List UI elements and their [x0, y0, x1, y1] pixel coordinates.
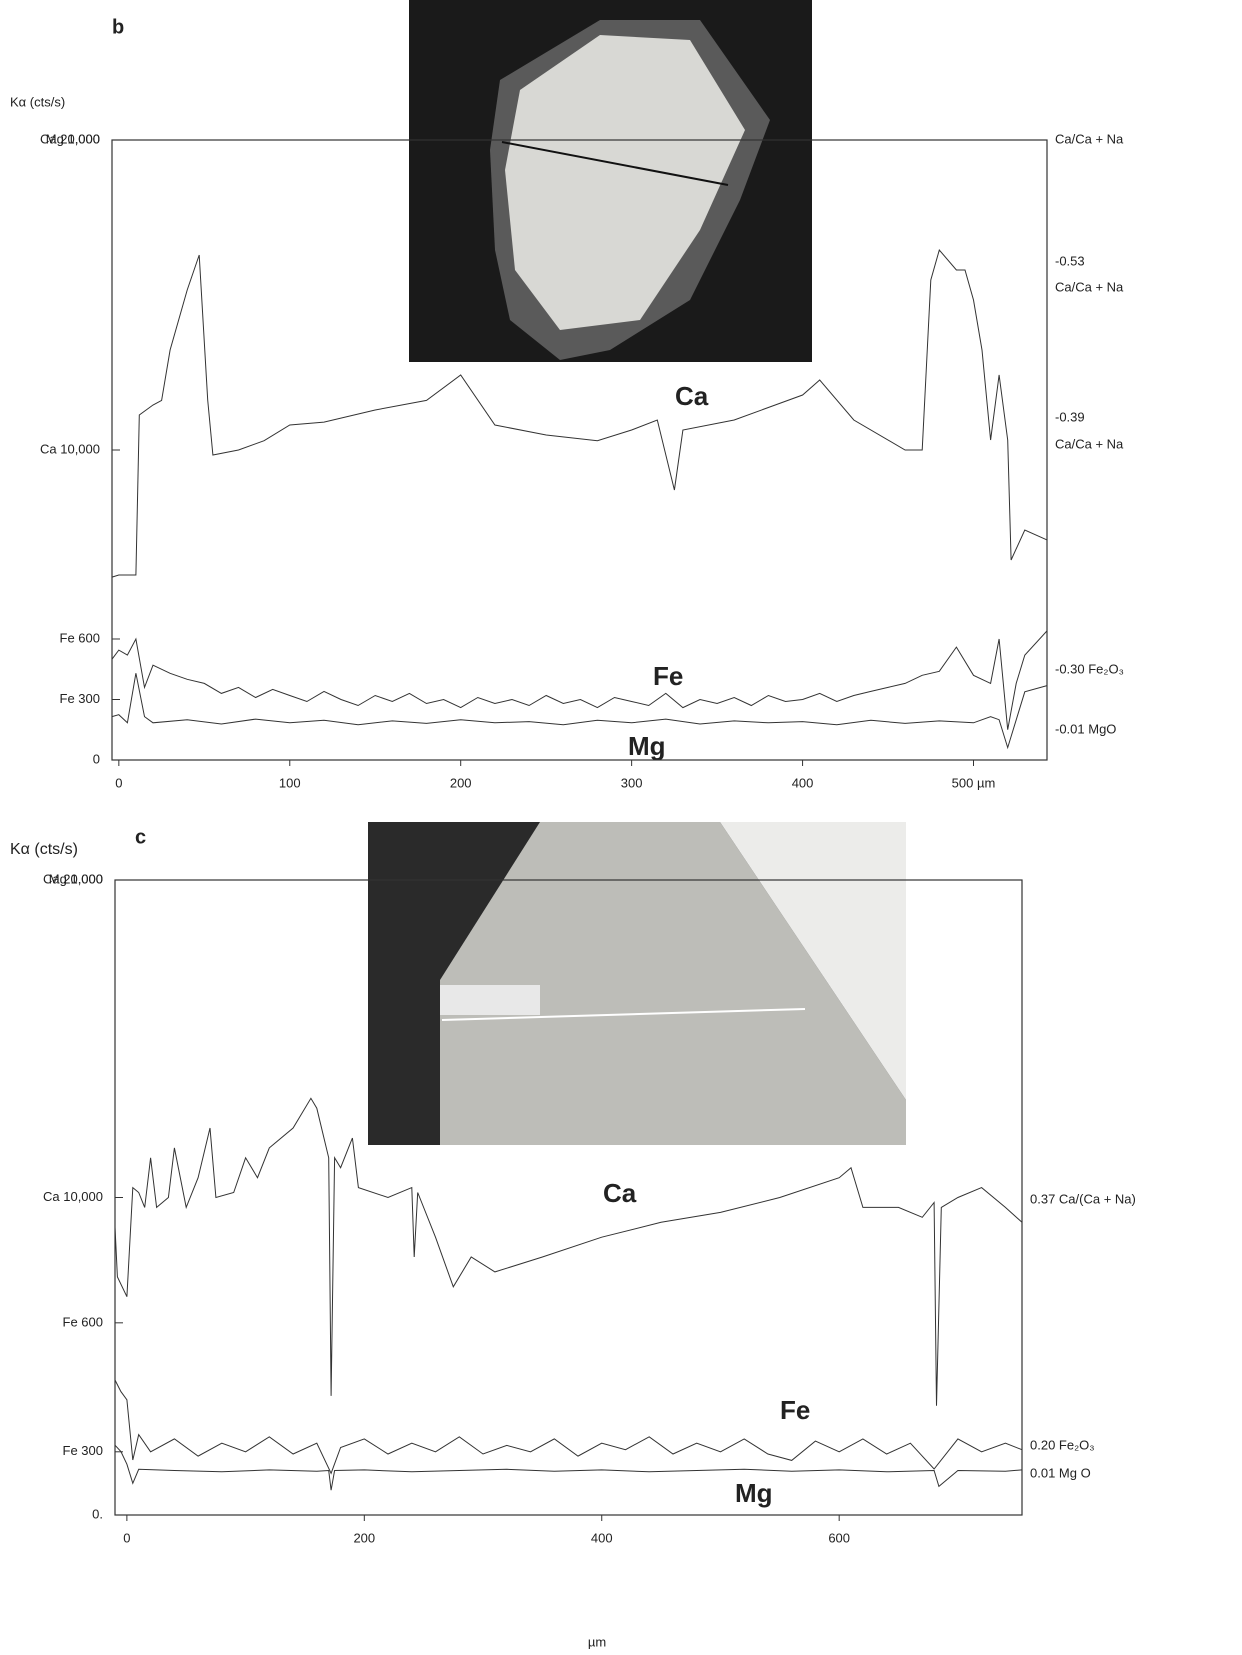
x-tick-label: 600	[828, 1530, 850, 1545]
y-tick-label: Fe 600	[63, 1314, 103, 1329]
x-tick-label: 300	[621, 775, 643, 790]
y-tick-label: Ca 20,000	[40, 131, 100, 146]
y-tick-label: Ca 10,000	[40, 441, 100, 456]
y-axis-label: Kα (cts/s)	[10, 841, 78, 858]
right-label: Ca/Ca + Na	[1055, 279, 1124, 294]
series-line	[111, 630, 1048, 730]
y-tick-label: Mg 1,000	[46, 131, 100, 146]
right-label: Ca/Ca + Na	[1055, 131, 1124, 146]
x-tick-label: 400	[591, 1530, 613, 1545]
series-label: Mg	[735, 1478, 773, 1508]
y-tick-label: Fe 300	[63, 1443, 103, 1458]
series-line	[114, 1379, 1023, 1475]
y-tick-label: 0.	[92, 1506, 103, 1521]
x-tick-label: 500 µm	[952, 775, 996, 790]
x-tick-label: 400	[792, 775, 814, 790]
panel-label: c	[135, 826, 146, 848]
y-tick-label: Fe 300	[60, 691, 100, 706]
y-tick-label: Fe 600	[60, 630, 100, 645]
y-axis-label: Kα (cts/s)	[10, 94, 65, 109]
x-tick-label: 0	[115, 775, 122, 790]
y-tick-label: 0	[93, 751, 100, 766]
x-tick-label: 0	[123, 1530, 130, 1545]
y-tick-label: Ca 20,000	[43, 871, 103, 886]
x-tick-label: 200	[450, 775, 472, 790]
series-line	[114, 1444, 1023, 1491]
x-tick-label: 200	[353, 1530, 375, 1545]
x-axis-label: µm	[588, 1634, 606, 1649]
right-label: -0.53	[1055, 253, 1085, 268]
y-tick-label: Ca 10,000	[43, 1189, 103, 1204]
series-line	[111, 248, 1048, 578]
right-label: 0.37 Ca/(Ca + Na)	[1030, 1191, 1136, 1206]
series-line	[114, 1097, 1023, 1406]
right-label: -0.01 MgO	[1055, 721, 1116, 736]
y-tick-label: Mg 1.000	[49, 871, 103, 886]
panel-label: b	[112, 16, 124, 38]
series-line	[111, 673, 1048, 750]
right-label: Ca/Ca + Na	[1055, 436, 1124, 451]
right-label: -0.39	[1055, 409, 1085, 424]
right-label: 0.01 Mg O	[1030, 1465, 1091, 1480]
x-tick-label: 100	[279, 775, 301, 790]
series-label: Ca	[675, 381, 709, 411]
series-label: Fe	[653, 661, 683, 691]
photo-c	[368, 822, 906, 1145]
right-label: -0.30 Fe₂O₃	[1055, 661, 1124, 676]
series-label: Fe	[780, 1395, 810, 1425]
photo-b	[409, 0, 812, 362]
series-label: Mg	[628, 731, 666, 761]
right-label: 0.20 Fe₂O₃	[1030, 1437, 1095, 1452]
series-label: Ca	[603, 1178, 637, 1208]
